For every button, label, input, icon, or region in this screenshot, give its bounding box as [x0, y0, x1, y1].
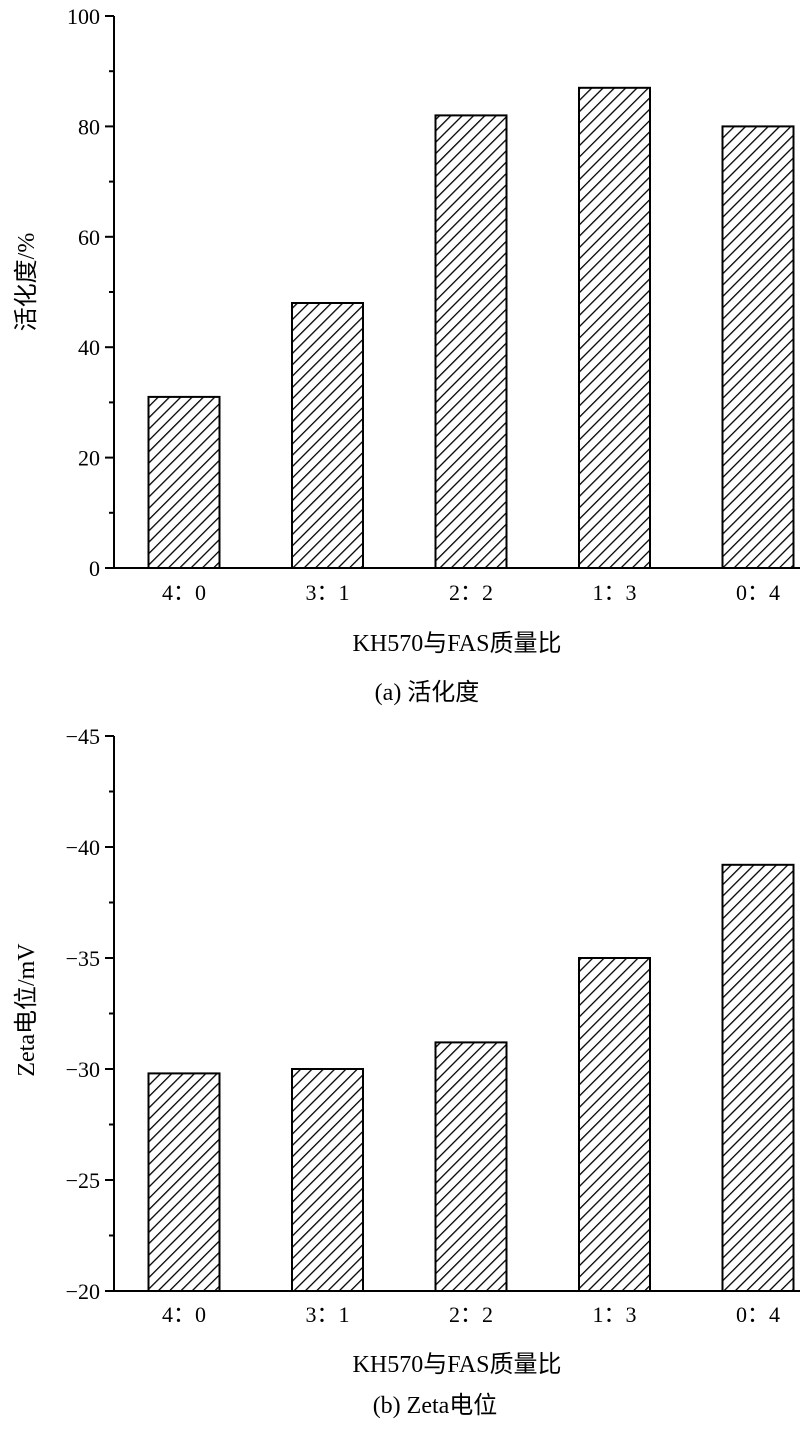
chart-b-x-axis-title: KH570与FAS质量比 — [353, 1351, 562, 1378]
chart-a-xtick-label-4: 0：4 — [736, 580, 780, 605]
chart-a-bar-2 — [434, 114, 508, 570]
chart-a: 0 20 40 60 80 100 4：0 3：1 2：2 1：3 0：4 活化度/% KH570… — [13, 4, 800, 706]
chart-b-bar-4 — [721, 863, 795, 1292]
chart-a-ytick-label-1: 20 — [78, 446, 100, 471]
chart-a-bar-0 — [147, 395, 221, 569]
chart-a-xtick-label-3: 1：3 — [592, 580, 636, 605]
chart-a-bars — [147, 86, 795, 570]
chart-a-bar-4 — [721, 125, 795, 570]
chart-b-xtick-label-0: 4：0 — [162, 1302, 206, 1327]
chart-b-bar-3 — [578, 957, 651, 1292]
chart-a-ytick-label-2: 40 — [78, 335, 100, 360]
chart-b-ytick-label-0: −20 — [66, 1279, 100, 1304]
chart-b-y-axis-title: Zeta电位/mV — [13, 943, 40, 1077]
chart-a-bar-3 — [578, 86, 651, 570]
chart-a-yticks: 0 20 40 60 80 100 — [67, 4, 114, 581]
chart-a-xticks: 4：0 3：1 2：2 1：3 0：4 — [162, 580, 780, 605]
chart-b-xticks: 4：0 3：1 2：2 1：3 0：4 — [162, 1302, 780, 1327]
chart-b-caption: (b) Zeta电位 — [373, 1392, 498, 1419]
chart-b-xtick-label-1: 3：1 — [305, 1302, 349, 1327]
chart-a-ytick-label-0: 0 — [89, 556, 100, 581]
chart-a-xtick-label-1: 3：1 — [305, 580, 349, 605]
chart-b-xtick-label-2: 2：2 — [449, 1302, 493, 1327]
chart-a-caption: (a) 活化度 — [375, 679, 480, 706]
chart-a-ytick-label-4: 80 — [78, 114, 100, 139]
chart-b-bar-2 — [434, 1041, 508, 1293]
chart-a-ytick-label-3: 60 — [78, 225, 100, 250]
chart-b-ytick-label-4: −40 — [66, 835, 100, 860]
chart-b: −20 −25 −30 −35 −40 −45 4：0 3：1 2：2 1：3 0：4 Zeta电… — [13, 724, 800, 1419]
chart-a-xtick-label-0: 4：0 — [162, 580, 206, 605]
chart-b-bar-0 — [147, 1072, 221, 1293]
chart-b-ytick-label-3: −35 — [66, 946, 100, 971]
chart-a-xtick-label-2: 2：2 — [449, 580, 493, 605]
chart-b-ytick-label-5: −45 — [66, 724, 100, 749]
chart-b-yticks: −20 −25 −30 −35 −40 −45 — [66, 724, 114, 1304]
chart-a-x-axis-title: KH570与FAS质量比 — [353, 630, 562, 657]
chart-b-bar-1 — [291, 1068, 364, 1292]
chart-b-xtick-label-4: 0：4 — [736, 1302, 780, 1327]
chart-b-ytick-label-2: −30 — [66, 1057, 100, 1082]
chart-b-xtick-label-3: 1：3 — [592, 1302, 636, 1327]
chart-a-bar-1 — [291, 302, 364, 569]
chart-b-ytick-label-1: −25 — [66, 1168, 100, 1193]
chart-a-y-axis-title: 活化度/% — [13, 233, 40, 332]
chart-b-bars — [147, 863, 795, 1293]
chart-a-ytick-label-5: 100 — [67, 4, 100, 29]
